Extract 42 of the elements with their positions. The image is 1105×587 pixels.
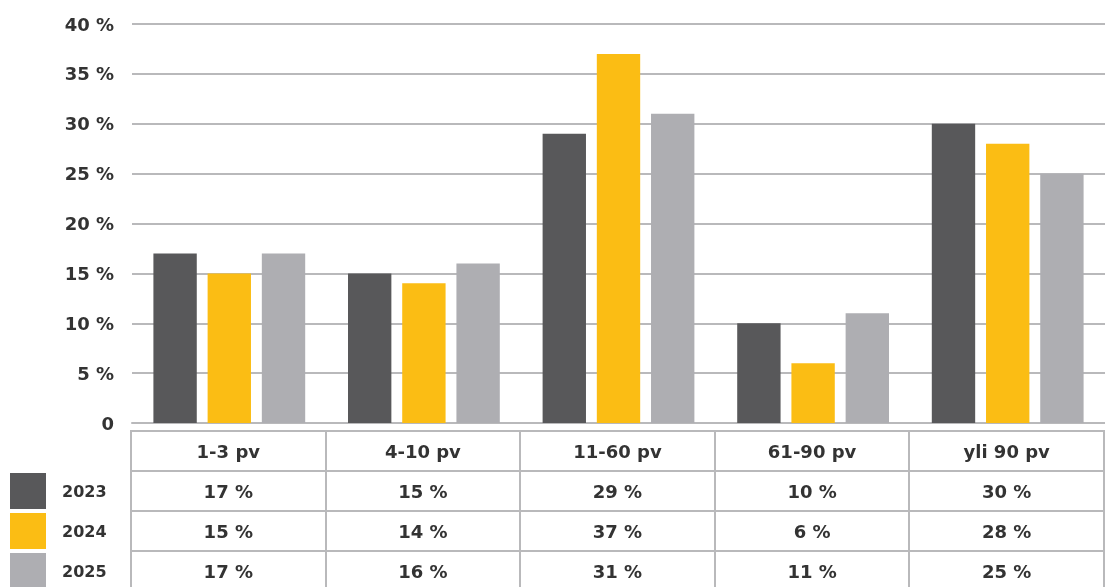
y-tick-label: 20 %: [64, 213, 114, 234]
x-tick-label: 11-60 pv: [520, 431, 715, 471]
bar: [542, 133, 586, 423]
data-label: 11 %: [714, 551, 910, 587]
y-tick-label: 10 %: [64, 312, 114, 334]
y-tick-label: 15 %: [64, 262, 114, 284]
data-label: 29 %: [520, 471, 715, 511]
x-tick-label: 1-3 pv: [131, 431, 326, 471]
data-label: 17 %: [131, 471, 326, 511]
data-label: 30 %: [909, 471, 1104, 511]
legend-label: 2024: [62, 521, 107, 541]
data-label: 15 %: [131, 511, 326, 551]
y-tick-label: 25 %: [64, 163, 114, 185]
x-tick-label: yli 90 pv: [909, 431, 1104, 471]
y-tick-label: 30 %: [64, 113, 114, 135]
data-label: 17 %: [131, 551, 326, 587]
data-label: 37 %: [520, 511, 715, 551]
bar: [596, 53, 641, 423]
data-label: 14 %: [325, 511, 521, 551]
y-tick-label: 35 %: [64, 63, 114, 85]
y-tick-label: 0: [101, 412, 114, 434]
y-tick-label: 40 %: [64, 13, 114, 35]
bar: [791, 363, 835, 423]
bar: [931, 123, 976, 423]
data-label: 28 %: [909, 511, 1104, 551]
x-tick-label: 61-90 pv: [714, 431, 910, 471]
data-label: 25 %: [909, 551, 1104, 587]
data-label: 15 %: [325, 471, 521, 511]
data-label: 31 %: [520, 551, 715, 587]
bar: [348, 273, 392, 423]
data-label: 6 %: [714, 511, 910, 551]
bar: [207, 273, 251, 423]
bar: [402, 283, 446, 423]
bar: [153, 253, 197, 423]
legend-label: 2023: [62, 481, 107, 501]
x-tick-label: 4-10 pv: [325, 431, 521, 471]
y-tick-label: 5 %: [77, 362, 114, 384]
data-label: 10 %: [714, 471, 910, 511]
legend-label: 2025: [62, 561, 107, 581]
bar: [986, 143, 1030, 423]
data-label: 16 %: [325, 551, 521, 587]
bar: [737, 323, 781, 423]
